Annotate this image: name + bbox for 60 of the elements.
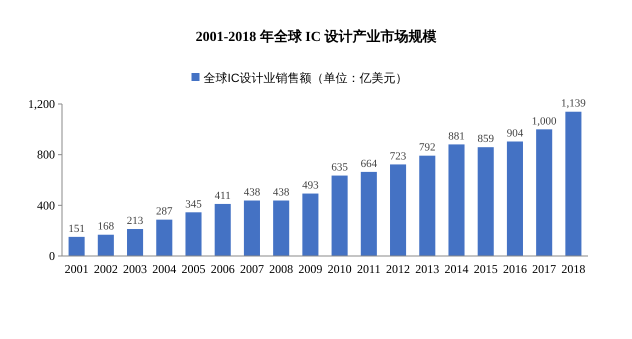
y-tick-label: 400 xyxy=(37,198,55,212)
x-tick-label: 2013 xyxy=(415,262,440,276)
bar xyxy=(68,236,85,256)
bar xyxy=(98,234,114,256)
bar xyxy=(419,156,436,256)
data-label: 635 xyxy=(331,162,348,174)
x-tick-label: 2014 xyxy=(444,262,468,276)
data-label: 904 xyxy=(506,127,524,140)
x-tick-label: 2008 xyxy=(269,262,294,276)
y-tick-label: 1,200 xyxy=(28,97,55,111)
x-tick-label: 2010 xyxy=(328,262,352,276)
data-label: 881 xyxy=(448,130,465,142)
chart-title: 2001-2018 年全球 IC 设计产业市场规模 xyxy=(196,28,438,45)
data-label: 493 xyxy=(302,180,320,192)
y-tick-label: 0 xyxy=(49,249,55,263)
x-tick-label: 2012 xyxy=(386,262,410,276)
x-tick-label: 2011 xyxy=(357,262,381,276)
data-label: 438 xyxy=(244,186,261,199)
x-tick-label: 2016 xyxy=(502,262,527,276)
data-label: 792 xyxy=(419,142,436,154)
x-tick-label: 2007 xyxy=(240,262,264,276)
bar xyxy=(536,129,552,256)
bar xyxy=(565,112,582,256)
data-label: 411 xyxy=(214,190,231,202)
data-label: 1,000 xyxy=(532,115,558,128)
bar xyxy=(302,194,318,256)
data-label: 168 xyxy=(98,220,115,233)
bar xyxy=(273,200,290,256)
data-label: 438 xyxy=(272,186,290,199)
data-label: 859 xyxy=(477,133,494,146)
x-tick-label: 2002 xyxy=(94,262,118,276)
bar xyxy=(244,200,260,256)
legend-label: 全球IC设计业销售额（单位：亿美元） xyxy=(204,71,408,85)
x-tick-label: 2003 xyxy=(123,262,148,276)
bar xyxy=(360,172,377,256)
bar xyxy=(214,204,231,256)
data-label: 151 xyxy=(68,222,85,235)
y-tick-label: 800 xyxy=(37,148,55,162)
x-tick-label: 2006 xyxy=(210,262,235,276)
data-label: 287 xyxy=(156,206,174,218)
x-tick-label: 2015 xyxy=(474,262,498,276)
bar xyxy=(448,144,465,256)
data-label: 664 xyxy=(360,158,378,170)
x-tick-label: 2004 xyxy=(152,262,176,276)
data-label: 213 xyxy=(126,215,144,228)
x-tick-label: 2009 xyxy=(298,262,322,276)
x-tick-label: 2018 xyxy=(561,262,586,276)
bar xyxy=(506,141,523,256)
bar xyxy=(478,147,494,256)
bar xyxy=(127,229,144,256)
bar xyxy=(185,212,202,256)
x-tick-label: 2005 xyxy=(182,262,206,276)
data-label: 345 xyxy=(185,198,202,210)
x-tick-label: 2017 xyxy=(532,262,556,276)
x-tick-label: 2001 xyxy=(64,262,89,276)
bar xyxy=(156,220,172,256)
bar xyxy=(332,176,348,256)
bar xyxy=(390,164,406,256)
data-label: 1,139 xyxy=(561,98,586,110)
data-label: 723 xyxy=(390,150,407,162)
